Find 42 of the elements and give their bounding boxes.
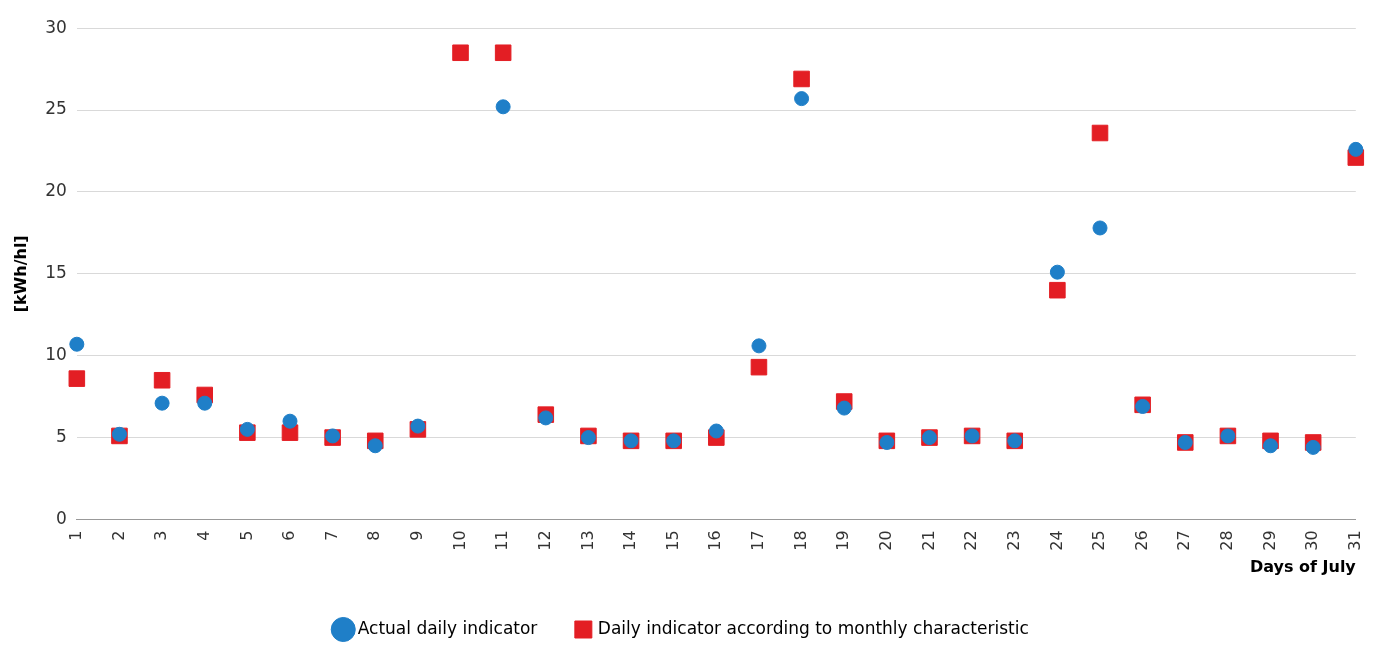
x-tick-label: 19 [833,530,853,551]
x-tick-label: 5 [236,530,256,541]
x-tick-label: 26 [1131,530,1151,551]
x-tick-label: 1 [65,530,85,541]
y-tick-label: 15 [45,262,67,283]
x-tick-label: 21 [918,530,938,551]
legend-label: Daily indicator according to monthly characteristic [597,617,1029,638]
x-tick-label: 29 [1259,530,1279,551]
y-axis-title: [kWh/hl] [10,235,30,313]
x-tick-label: 9 [407,530,427,541]
x-tick-label: 23 [1003,530,1023,551]
x-tick-label: 24 [1046,530,1066,551]
y-tick-label: 5 [56,425,67,446]
x-tick-label: 13 [577,530,597,551]
x-tick-label: 20 [876,530,895,551]
x-tick-label: 28 [1217,530,1237,551]
x-tick-label: 10 [449,530,469,551]
y-tick-label: 20 [45,180,67,201]
x-tick-label: 14 [620,530,640,551]
x-tick-label: 3 [151,530,171,541]
legend-label: Actual daily indicator [357,617,538,638]
x-tick-label: 15 [662,530,682,551]
y-tick-label: 10 [45,344,67,365]
x-tick-label: 22 [961,530,981,551]
y-tick-label: 0 [56,507,67,528]
x-tick-label: 8 [364,530,384,541]
x-tick-label: 18 [790,530,810,551]
x-tick-label: 30 [1302,530,1322,551]
x-tick-label: 12 [534,530,554,551]
x-tick-label: 4 [193,530,213,541]
x-tick-label: 6 [279,530,299,541]
x-tick-label: 31 [1344,530,1364,551]
x-tick-label: 25 [1089,530,1109,551]
y-tick-label: 25 [45,98,67,119]
y-tick-label: 30 [45,16,67,37]
x-tick-label: 16 [705,530,725,551]
x-tick-label: 27 [1174,530,1194,551]
x-axis-title: Days of July [1249,556,1357,576]
x-tick-label: 11 [492,530,512,551]
x-tick-label: 2 [108,530,128,541]
x-tick-label: 17 [748,530,768,551]
x-tick-label: 7 [321,530,341,541]
